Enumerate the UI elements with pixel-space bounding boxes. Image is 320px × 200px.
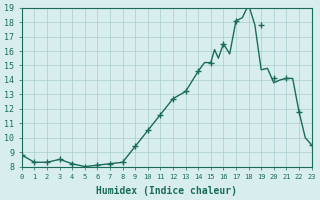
X-axis label: Humidex (Indice chaleur): Humidex (Indice chaleur): [96, 186, 237, 196]
